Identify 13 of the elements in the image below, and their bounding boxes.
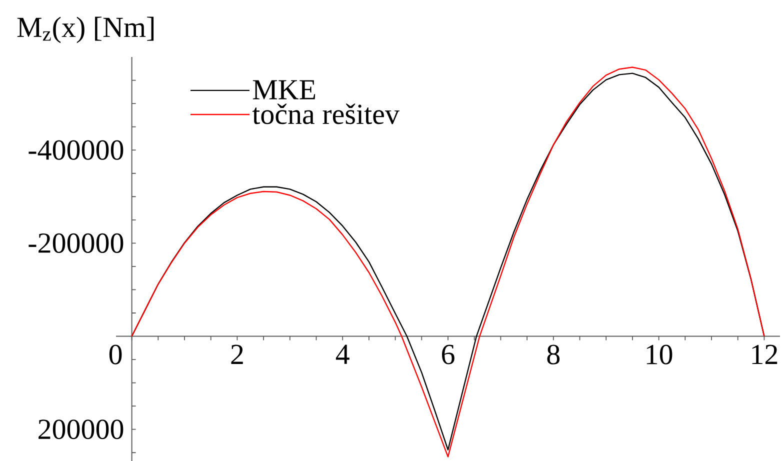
x-tick-label: 0 <box>109 344 122 364</box>
y-tick-label: -200000 <box>28 233 124 253</box>
x-tick-label: 2 <box>231 344 243 364</box>
y-tick-label: 200000 <box>38 420 124 440</box>
x-tick-label: 10 <box>646 344 672 364</box>
legend-label: MKE <box>252 80 316 100</box>
x-tick-label: 12 <box>752 344 778 364</box>
x-tick-label: 4 <box>336 344 350 364</box>
legend-label: točna rešitev <box>252 104 400 124</box>
x-tick-label: 6 <box>442 344 454 364</box>
x-tick-label: 8 <box>547 344 560 364</box>
y-axis-title: M$_{z}$(x) [Nm] <box>17 16 154 44</box>
y-tick-label: -400000 <box>28 140 124 160</box>
